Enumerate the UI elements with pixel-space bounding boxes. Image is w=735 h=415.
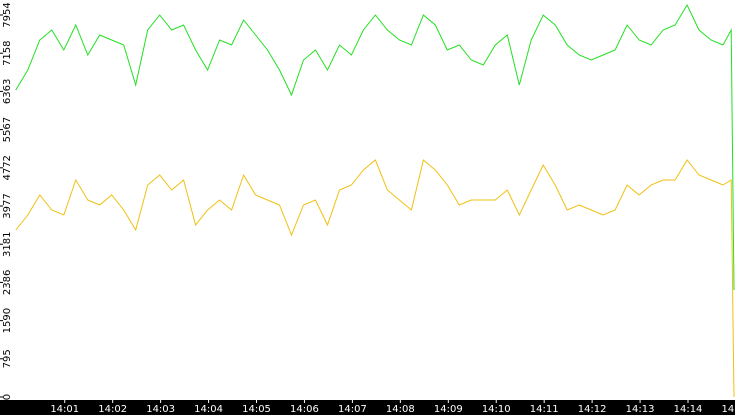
x-axis-band (0, 400, 735, 415)
y-tick-label: 1590 (2, 308, 13, 333)
y-tick-label: 3181 (2, 231, 13, 256)
x-tick-label: 14:08 (386, 404, 415, 415)
y-tick-label: 3977 (2, 193, 13, 218)
y-tick-label: 795 (2, 349, 13, 368)
line-series (15, 3, 735, 291)
x-tick-label: 14:11 (530, 404, 559, 415)
line-series (15, 159, 735, 398)
x-tick-label: 14:03 (146, 404, 175, 415)
x-tick-label: 14:13 (626, 404, 655, 415)
y-tick-label: 7954 (2, 2, 13, 27)
x-tick-label: 14:09 (434, 404, 463, 415)
x-tick-label: 14:15 (722, 404, 735, 415)
x-tick-label: 14:04 (194, 404, 223, 415)
y-tick-label: 4772 (2, 155, 13, 180)
y-tick-label: 2386 (2, 270, 13, 295)
y-tick-label: 7158 (2, 40, 13, 65)
y-tick-label: 6363 (2, 79, 13, 104)
y-tick-label: 5567 (2, 117, 13, 142)
x-tick-label: 14:10 (482, 404, 511, 415)
x-tick-label: 14:01 (50, 404, 79, 415)
x-tick-label: 14:07 (338, 404, 367, 415)
x-tick-label: 14:06 (290, 404, 319, 415)
x-tick-label: 14:12 (578, 404, 607, 415)
x-tick-label: 14:02 (98, 404, 127, 415)
x-tick-label: 14:14 (674, 404, 703, 415)
x-tick-label: 14:05 (242, 404, 271, 415)
y-tick-label: 0 (2, 394, 13, 400)
